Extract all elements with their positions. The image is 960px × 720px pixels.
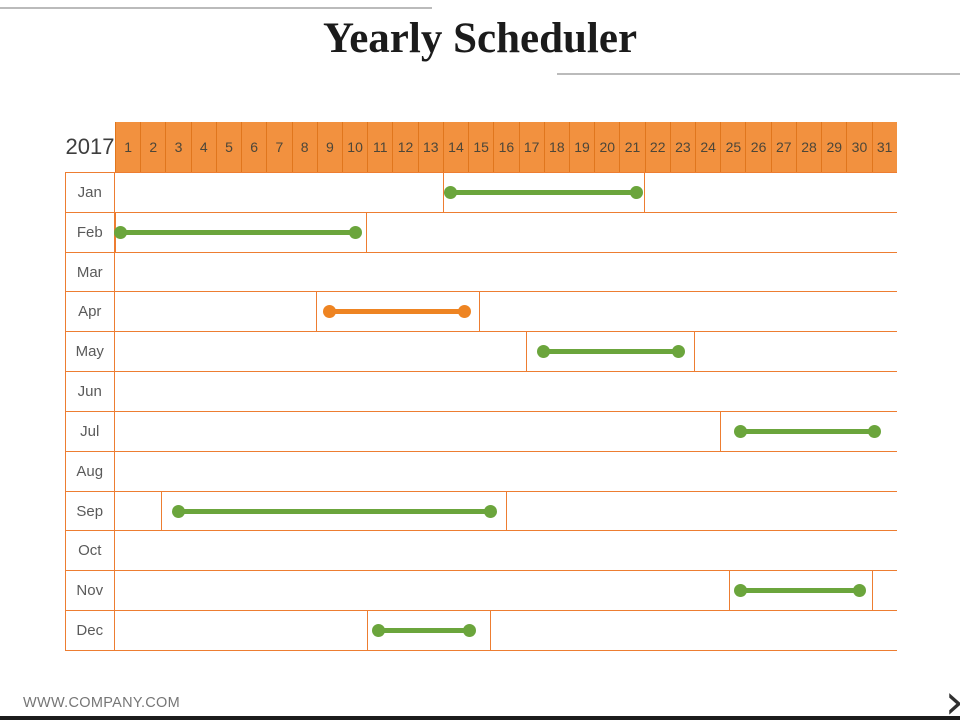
day-header-cell: 29 xyxy=(821,122,846,172)
day-header-cell: 22 xyxy=(644,122,670,172)
month-label: Aug xyxy=(66,451,115,491)
day-header-cell: 8 xyxy=(291,122,317,172)
schedule-bar-jul[interactable] xyxy=(734,424,881,438)
day-header-cell: 1 xyxy=(115,122,140,172)
month-row-feb: Feb xyxy=(66,212,898,253)
month-label: Dec xyxy=(66,611,115,650)
day-header-cell: 10 xyxy=(341,122,367,172)
day-header-cell: 2 xyxy=(140,122,165,172)
month-label: Jun xyxy=(66,372,115,411)
day-header-cell: 13 xyxy=(417,122,443,172)
month-grid xyxy=(115,491,898,531)
month-label: Jul xyxy=(66,411,115,451)
day-header-cell: 21 xyxy=(619,122,644,172)
schedule-cell-jan xyxy=(442,173,645,212)
month-label: May xyxy=(66,332,115,372)
month-grid xyxy=(115,571,898,611)
day-header-cell: 9 xyxy=(316,122,342,172)
day-header-cell: 3 xyxy=(165,122,190,172)
day-header-cell: 30 xyxy=(846,122,871,172)
month-grid xyxy=(115,292,898,332)
page-title: Yearly Scheduler xyxy=(322,15,638,62)
month-label: Feb xyxy=(66,212,115,252)
day-header-cell: 24 xyxy=(695,122,720,172)
footer-url: WWW.COMPANY.COM xyxy=(23,695,181,711)
top-accent-line xyxy=(0,7,432,9)
bottom-bar xyxy=(0,716,960,720)
month-label: Nov xyxy=(66,571,115,611)
month-row-oct: Oct xyxy=(66,531,898,572)
month-grid xyxy=(115,372,898,411)
schedule-bar-apr[interactable] xyxy=(322,305,471,319)
schedule-bar-sep[interactable] xyxy=(172,504,497,518)
day-header-cell: 16 xyxy=(493,122,518,172)
day-header-cell: 25 xyxy=(720,122,745,172)
schedule-cell-may xyxy=(525,332,696,372)
day-header-cell: 15 xyxy=(468,122,493,172)
month-row-jul: Jul xyxy=(66,411,898,452)
month-grid xyxy=(115,452,898,491)
schedule-cell-nov xyxy=(729,571,873,611)
month-label: Mar xyxy=(66,252,115,292)
schedule-bar-feb[interactable] xyxy=(114,225,362,239)
year-label: 2017 xyxy=(65,134,115,159)
day-header-cell: 14 xyxy=(442,122,468,172)
month-grid xyxy=(115,611,898,650)
schedule-bar-jan[interactable] xyxy=(443,185,644,199)
month-row-aug: Aug xyxy=(66,451,898,492)
day-header-cell: 17 xyxy=(518,122,544,172)
schedule-bar-dec[interactable] xyxy=(371,624,476,638)
month-grid xyxy=(114,212,898,252)
day-header-cell: 5 xyxy=(215,122,241,172)
month-row-mar: Mar xyxy=(66,252,898,293)
day-header-cell: 6 xyxy=(241,122,266,172)
schedule-cell-jul xyxy=(720,411,897,451)
scheduler-table: 2017 1 2 3 4 5 6 7 8 9 10 11 12 13 14 15 16 17 18 19 20 21 22… xyxy=(65,122,897,651)
month-grid xyxy=(115,253,898,292)
month-row-jan: Jan xyxy=(66,173,897,213)
month-label: Sep xyxy=(66,491,115,531)
day-header-cell: 11 xyxy=(367,122,392,172)
day-header-cell: 18 xyxy=(543,122,569,172)
day-header-cell: 19 xyxy=(568,122,594,172)
day-header-row: 1 2 3 4 5 6 7 8 9 10 11 12 13 14 15 16 17 18 19 20 21 22 23 24 2… xyxy=(115,122,897,172)
schedule-cell-apr xyxy=(316,292,481,332)
title-underline xyxy=(557,73,960,75)
day-header-cell: 20 xyxy=(594,122,619,172)
schedule-bar-may[interactable] xyxy=(537,345,686,359)
month-grid xyxy=(115,332,898,372)
schedule-bar-nov[interactable] xyxy=(734,584,866,598)
month-row-nov: Nov xyxy=(66,571,898,612)
day-header-cell: 7 xyxy=(266,122,291,172)
month-grid xyxy=(115,411,898,451)
month-grid xyxy=(115,531,898,570)
next-chevron-icon[interactable]: › xyxy=(945,678,960,720)
day-header-cell: 31 xyxy=(871,122,897,172)
schedule-cell-dec xyxy=(366,611,491,650)
day-header-cell: 26 xyxy=(745,122,770,172)
month-row-apr: Apr xyxy=(66,292,898,333)
month-rows: Jan Feb Mar Apr May Jun Jul Aug Sep Oct Nov Dec xyxy=(65,172,897,651)
month-row-dec: Dec xyxy=(66,611,897,651)
month-row-jun: Jun xyxy=(66,372,897,412)
day-header-cell: 28 xyxy=(795,122,821,172)
day-header-cell: 12 xyxy=(392,122,417,172)
day-header-cell: 23 xyxy=(669,122,695,172)
month-label: Jan xyxy=(66,173,115,212)
scheduler-header: 2017 1 2 3 4 5 6 7 8 9 10 11 12 13 14 15 16 17 18 19 20 21 22… xyxy=(65,122,897,172)
schedule-cell-sep xyxy=(161,491,507,531)
day-header-cell: 4 xyxy=(190,122,216,172)
month-label: Oct xyxy=(66,531,115,571)
month-row-sep: Sep xyxy=(66,491,898,532)
day-header-cell: 27 xyxy=(770,122,796,172)
month-grid xyxy=(115,173,898,212)
month-label: Apr xyxy=(66,292,115,332)
month-row-may: May xyxy=(66,332,898,373)
